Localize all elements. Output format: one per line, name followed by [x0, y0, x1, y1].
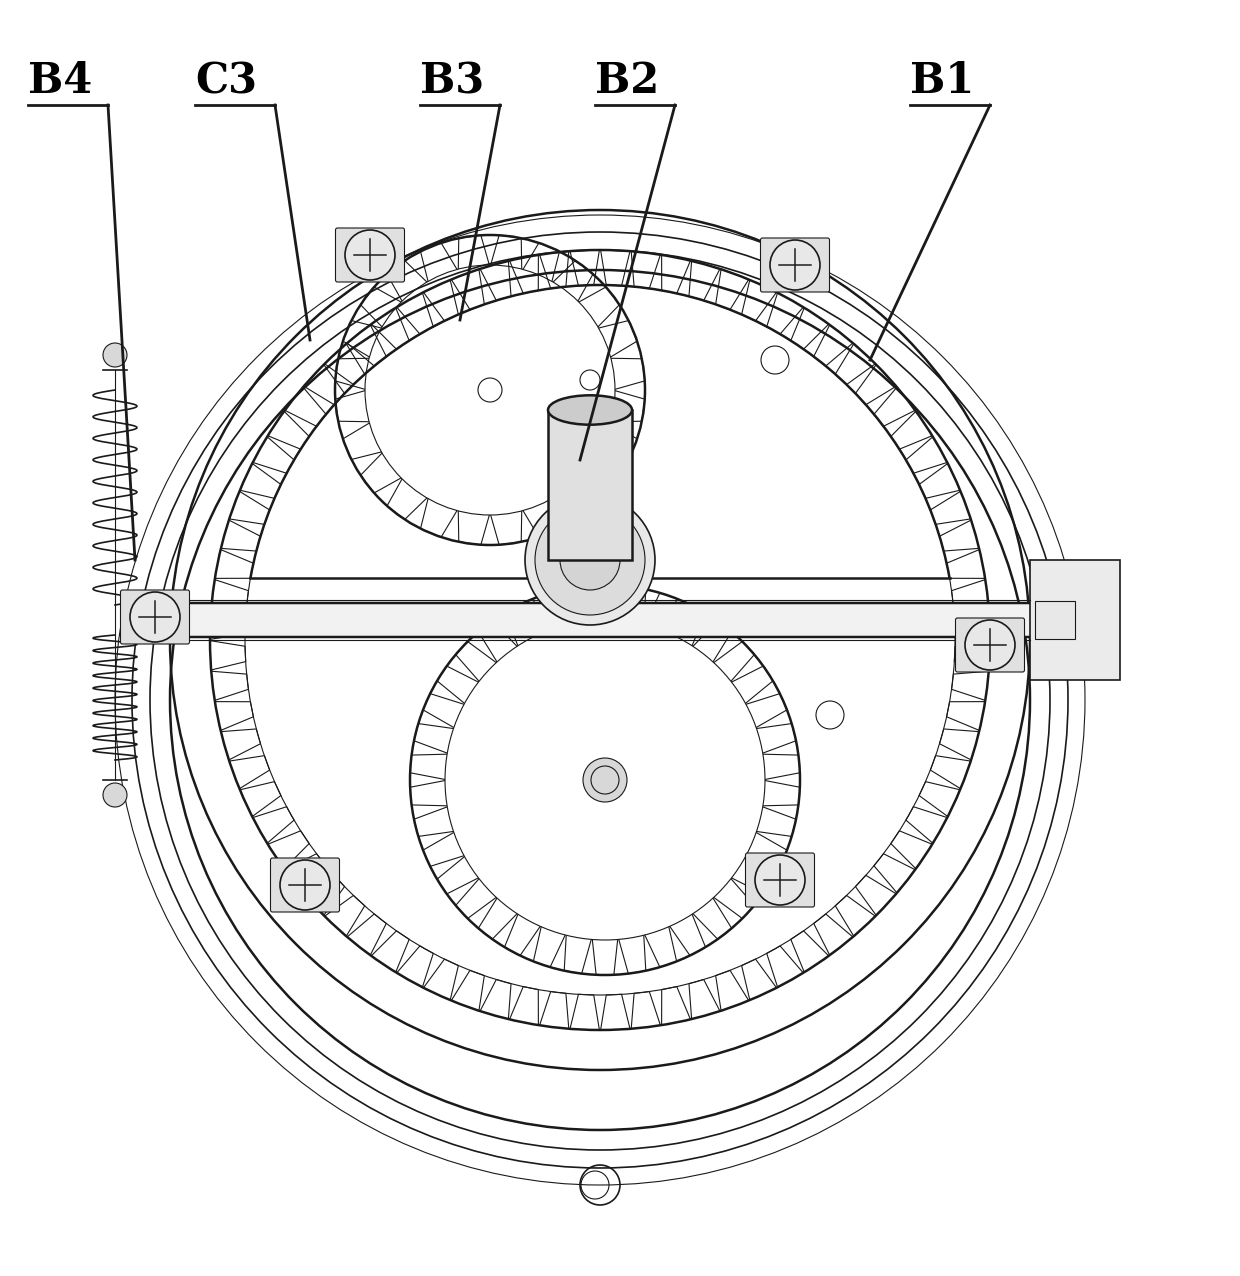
Text: B2: B2	[595, 60, 660, 102]
Circle shape	[583, 758, 627, 803]
Bar	[1030, 560, 1120, 680]
Bar	[1035, 601, 1075, 639]
Circle shape	[525, 495, 655, 625]
Circle shape	[103, 343, 126, 367]
Circle shape	[560, 530, 620, 590]
Circle shape	[534, 505, 645, 615]
Text: B1: B1	[910, 60, 975, 102]
FancyBboxPatch shape	[120, 590, 190, 644]
Circle shape	[965, 620, 1016, 670]
Circle shape	[103, 783, 126, 806]
FancyBboxPatch shape	[336, 228, 404, 282]
Text: B3: B3	[420, 60, 484, 102]
Circle shape	[770, 240, 820, 290]
FancyBboxPatch shape	[745, 852, 815, 907]
FancyBboxPatch shape	[760, 239, 830, 292]
Circle shape	[130, 592, 180, 642]
Ellipse shape	[548, 396, 632, 425]
FancyBboxPatch shape	[956, 618, 1024, 672]
Text: C3: C3	[195, 60, 257, 102]
Circle shape	[345, 230, 396, 279]
Text: B4: B4	[29, 60, 92, 102]
Circle shape	[280, 860, 330, 910]
FancyBboxPatch shape	[153, 604, 1043, 637]
Circle shape	[755, 855, 805, 905]
FancyBboxPatch shape	[270, 857, 340, 912]
Bar	[548, 410, 632, 560]
